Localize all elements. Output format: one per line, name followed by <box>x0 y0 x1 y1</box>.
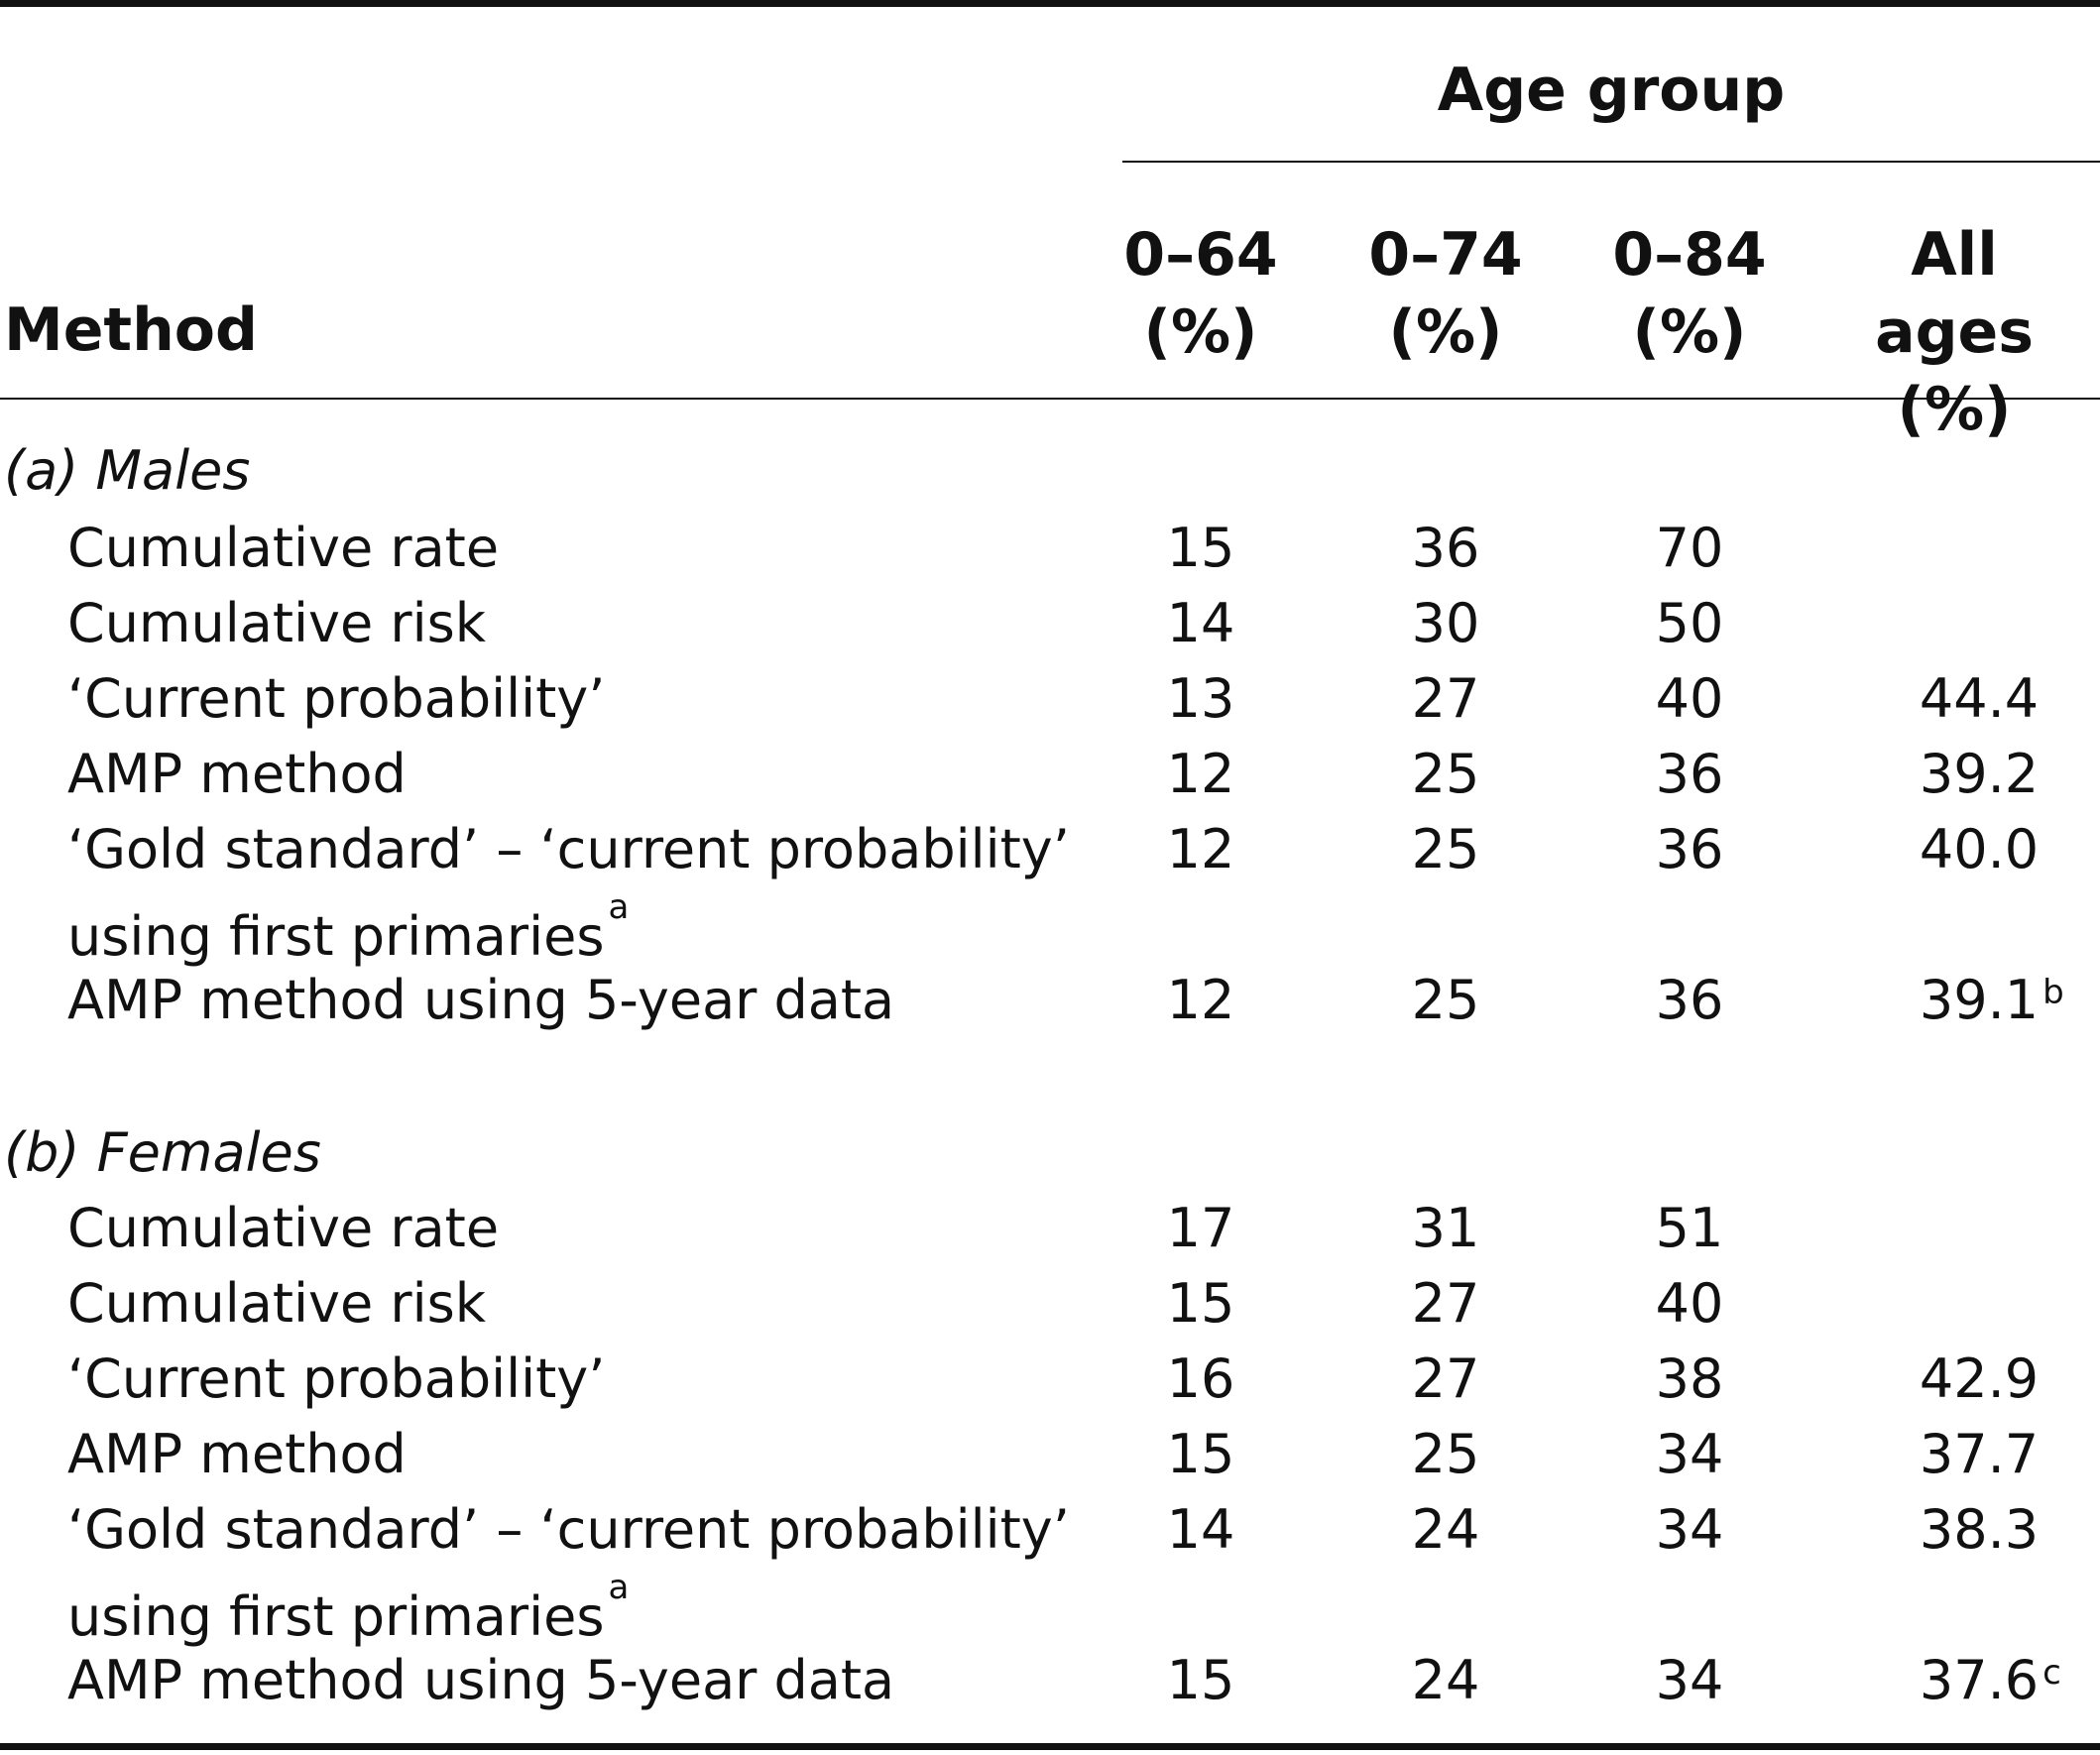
column-header-unit: (%) <box>1632 297 1747 367</box>
cell-all-ages: 38.3 <box>1919 1498 2040 1561</box>
section-title-females: (b) Females <box>4 1121 321 1184</box>
age-group-title: Age group <box>1437 56 1786 125</box>
cell-0-64: 15 <box>1166 1423 1235 1485</box>
section-title-males: (a) Males <box>4 439 251 502</box>
cell-0-64: 17 <box>1166 1197 1235 1259</box>
cell-0-84: 40 <box>1655 667 1724 730</box>
footnote-marker: b <box>2042 973 2064 1012</box>
cell-0-84: 36 <box>1655 818 1724 880</box>
row-label-line2: using first primaries <box>67 905 605 968</box>
cell-0-64: 14 <box>1166 1498 1235 1561</box>
row-label-continuation: using first primaries a <box>67 1568 630 1652</box>
cell-0-84: 51 <box>1655 1197 1724 1259</box>
column-header-all-ages: All ages (%) <box>1830 216 2078 448</box>
cell-0-84: 34 <box>1655 1649 1724 1711</box>
table-row: AMP method 12 25 36 39.2 <box>0 740 2100 815</box>
cell-0-74: 31 <box>1411 1197 1480 1259</box>
row-label: AMP method <box>67 1423 407 1485</box>
cell-0-74: 27 <box>1411 1272 1480 1335</box>
row-label: ‘Gold standard’ – ‘current probability’ <box>67 818 1070 880</box>
cell-0-64: 12 <box>1166 743 1235 805</box>
cell-value: 37.6 <box>1919 1649 2040 1711</box>
cell-0-74: 36 <box>1411 517 1480 579</box>
cell-0-64: 15 <box>1166 1649 1235 1711</box>
cell-0-74: 27 <box>1411 1347 1480 1410</box>
cell-value: 39.1 <box>1919 969 2040 1031</box>
cell-0-84: 34 <box>1655 1423 1724 1485</box>
column-header-range: All ages <box>1875 220 2034 367</box>
table-row: ‘Gold standard’ – ‘current probability’ … <box>0 815 2100 968</box>
column-header-0-74: 0–74 (%) <box>1322 216 1570 371</box>
table-row: Cumulative rate 15 36 70 <box>0 514 2100 589</box>
table-row: AMP method 15 25 34 37.7 <box>0 1420 2100 1495</box>
cell-0-64: 12 <box>1166 969 1235 1031</box>
column-header-0-84: 0–84 (%) <box>1566 216 1813 371</box>
cell-0-64: 13 <box>1166 667 1235 730</box>
top-rule <box>0 0 2100 7</box>
cell-0-64: 14 <box>1166 592 1235 654</box>
cell-0-64: 12 <box>1166 818 1235 880</box>
cell-0-84: 34 <box>1655 1498 1724 1561</box>
row-label: Cumulative rate <box>67 1197 500 1259</box>
row-label: AMP method using 5-year data <box>67 1649 895 1711</box>
cell-all-ages: 39.2 <box>1919 743 2040 805</box>
row-label: ‘Current probability’ <box>67 1347 606 1410</box>
cell-0-84: 40 <box>1655 1272 1724 1335</box>
cell-0-74: 24 <box>1411 1498 1480 1561</box>
row-label-line2: using first primaries <box>67 1585 605 1648</box>
column-header-range: 0–74 <box>1368 220 1523 290</box>
cell-all-ages: 39.1 b <box>1880 966 2078 1035</box>
cell-0-64: 15 <box>1166 517 1235 579</box>
cell-0-74: 25 <box>1411 743 1480 805</box>
footnote-marker: a <box>608 1568 630 1607</box>
cell-all-ages: 37.7 <box>1919 1423 2040 1485</box>
cell-0-84: 36 <box>1655 743 1724 805</box>
bottom-rule <box>0 1743 2100 1750</box>
cell-0-84: 38 <box>1655 1347 1724 1410</box>
cell-all-ages: 37.6 c <box>1880 1646 2078 1715</box>
cell-0-74: 25 <box>1411 818 1480 880</box>
column-header-range: 0–84 <box>1612 220 1767 290</box>
cell-0-74: 27 <box>1411 667 1480 730</box>
table-row: ‘Current probability’ 16 27 38 42.9 <box>0 1345 2100 1420</box>
method-column-header: Method <box>4 295 258 365</box>
table-row: Cumulative rate 17 31 51 <box>0 1194 2100 1269</box>
row-label: ‘Current probability’ <box>67 667 606 730</box>
cell-all-ages: 42.9 <box>1919 1347 2040 1410</box>
footnote-marker: c <box>2042 1653 2061 1693</box>
table-row: AMP method using 5-year data 12 25 36 39… <box>0 966 2100 1041</box>
table-row: AMP method using 5-year data 15 24 34 37… <box>0 1646 2100 1721</box>
cell-0-74: 30 <box>1411 592 1480 654</box>
header-rule <box>0 398 2100 400</box>
column-header-unit: (%) <box>1897 375 2012 444</box>
cell-0-64: 16 <box>1166 1347 1235 1410</box>
column-header-unit: (%) <box>1143 297 1258 367</box>
column-header-0-64: 0–64 (%) <box>1077 216 1325 371</box>
row-label-continuation: using first primaries a <box>67 887 630 972</box>
cell-all-ages: 44.4 <box>1919 667 2040 730</box>
row-label: ‘Gold standard’ – ‘current probability’ <box>67 1498 1070 1561</box>
table-row: Cumulative risk 14 30 50 <box>0 589 2100 664</box>
column-header-unit: (%) <box>1388 297 1503 367</box>
cell-0-74: 24 <box>1411 1649 1480 1711</box>
table-row: ‘Gold standard’ – ‘current probability’ … <box>0 1495 2100 1648</box>
row-label: AMP method using 5-year data <box>67 969 895 1031</box>
row-label: Cumulative risk <box>67 1272 486 1335</box>
column-header-range: 0–64 <box>1123 220 1278 290</box>
row-label: Cumulative rate <box>67 517 500 579</box>
table-row: ‘Current probability’ 13 27 40 44.4 <box>0 664 2100 740</box>
cell-0-84: 36 <box>1655 969 1724 1031</box>
cell-0-64: 15 <box>1166 1272 1235 1335</box>
cell-0-74: 25 <box>1411 969 1480 1031</box>
age-group-rule <box>1122 161 2100 163</box>
table-row: Cumulative risk 15 27 40 <box>0 1269 2100 1345</box>
row-label: AMP method <box>67 743 407 805</box>
cell-0-84: 70 <box>1655 517 1724 579</box>
cell-0-74: 25 <box>1411 1423 1480 1485</box>
cell-all-ages: 40.0 <box>1919 818 2040 880</box>
cell-0-84: 50 <box>1655 592 1724 654</box>
footnote-marker: a <box>608 887 630 927</box>
row-label: Cumulative risk <box>67 592 486 654</box>
